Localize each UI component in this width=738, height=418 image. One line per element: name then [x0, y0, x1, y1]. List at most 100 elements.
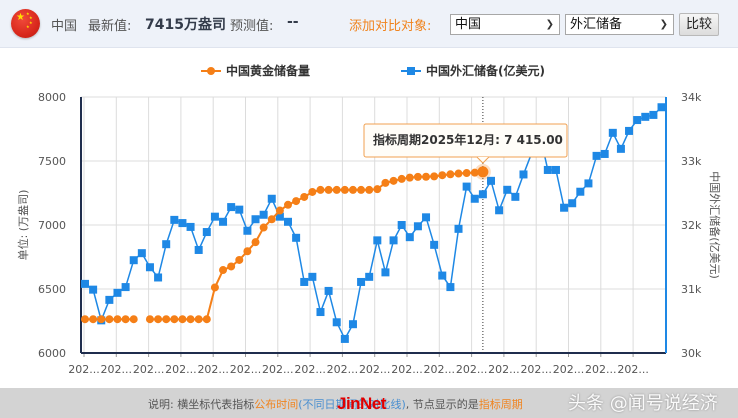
fx-data-point[interactable] — [308, 272, 317, 281]
gold-data-point[interactable] — [405, 173, 414, 182]
legend-item-fx[interactable]: 中国外汇储备(亿美元) — [401, 62, 545, 79]
fx-data-point[interactable] — [543, 165, 552, 174]
gold-data-point[interactable] — [373, 185, 382, 194]
fx-data-point[interactable] — [430, 240, 439, 249]
gold-data-point[interactable] — [332, 185, 341, 194]
gold-data-point[interactable] — [397, 174, 406, 183]
fx-data-point[interactable] — [137, 249, 146, 258]
fx-data-point[interactable] — [284, 217, 292, 226]
fx-data-point[interactable] — [202, 228, 211, 237]
fx-data-point[interactable] — [235, 205, 244, 214]
fx-data-point[interactable] — [170, 215, 179, 224]
gold-data-point[interactable] — [97, 315, 106, 324]
fx-data-point[interactable] — [389, 236, 398, 245]
gold-data-point[interactable] — [202, 315, 211, 324]
gold-data-point[interactable] — [178, 315, 187, 324]
gold-data-point[interactable] — [235, 255, 244, 264]
fx-data-point[interactable] — [478, 190, 487, 199]
gold-data-point[interactable] — [284, 200, 292, 209]
gold-data-point[interactable] — [243, 247, 252, 256]
gold-data-point[interactable] — [340, 185, 349, 194]
gold-data-point[interactable] — [477, 166, 489, 178]
fx-data-point[interactable] — [154, 273, 163, 282]
fx-data-point[interactable] — [251, 215, 260, 224]
fx-data-point[interactable] — [113, 288, 122, 297]
fx-data-point[interactable] — [576, 187, 585, 196]
fx-data-point[interactable] — [121, 283, 130, 292]
gold-data-point[interactable] — [267, 215, 276, 224]
gold-data-point[interactable] — [186, 315, 195, 324]
gold-data-point[interactable] — [162, 315, 171, 324]
fx-data-point[interactable] — [259, 210, 268, 219]
gold-data-point[interactable] — [462, 169, 471, 178]
fx-data-point[interactable] — [300, 277, 309, 286]
fx-data-point[interactable] — [381, 268, 390, 277]
gold-data-point[interactable] — [81, 315, 89, 324]
gold-data-point[interactable] — [365, 185, 374, 194]
fx-data-point[interactable] — [145, 263, 154, 272]
gold-data-point[interactable] — [194, 315, 203, 324]
fx-data-point[interactable] — [397, 221, 406, 229]
fx-data-point[interactable] — [519, 170, 528, 179]
fx-data-point[interactable] — [275, 212, 284, 221]
fx-data-point[interactable] — [316, 308, 325, 317]
gold-data-point[interactable] — [292, 197, 301, 206]
gold-data-point[interactable] — [308, 187, 317, 196]
dual-axis-line-chart[interactable]: 6000 6500 7000 7500 8000 30k 31k 32k 33k 34k 202..… — [0, 0, 738, 388]
fx-data-point[interactable] — [162, 240, 171, 249]
gold-data-point[interactable] — [446, 170, 455, 179]
fx-data-point[interactable] — [129, 256, 138, 265]
compare-country-select[interactable]: 中国 ❯ — [450, 14, 560, 35]
fx-data-point[interactable] — [600, 149, 609, 158]
gold-data-point[interactable] — [348, 185, 357, 194]
fx-data-point[interactable] — [470, 194, 479, 203]
fx-data-point[interactable] — [462, 182, 471, 191]
fx-data-point[interactable] — [568, 199, 577, 208]
gold-data-point[interactable] — [210, 283, 219, 292]
fx-data-point[interactable] — [332, 318, 341, 327]
gold-data-point[interactable] — [430, 172, 439, 181]
fx-data-point[interactable] — [551, 165, 560, 174]
fx-data-point[interactable] — [454, 224, 463, 233]
gold-data-point[interactable] — [105, 315, 114, 324]
gold-data-point[interactable] — [438, 171, 447, 180]
fx-data-point[interactable] — [227, 203, 236, 212]
gold-data-point[interactable] — [357, 185, 366, 194]
fx-data-point[interactable] — [324, 286, 333, 295]
fx-data-point[interactable] — [348, 320, 357, 329]
fx-data-point[interactable] — [487, 176, 495, 185]
fx-data-point[interactable] — [105, 295, 114, 304]
gold-data-point[interactable] — [381, 178, 390, 187]
fx-data-point[interactable] — [495, 206, 504, 215]
gold-data-point[interactable] — [219, 266, 228, 275]
gold-data-point[interactable] — [251, 238, 260, 247]
fx-data-point[interactable] — [649, 110, 658, 119]
gold-data-point[interactable] — [324, 185, 333, 194]
gold-data-point[interactable] — [170, 315, 179, 324]
fx-data-point[interactable] — [657, 103, 666, 112]
fx-data-point[interactable] — [373, 236, 382, 245]
fx-data-point[interactable] — [616, 144, 625, 153]
fx-data-point[interactable] — [243, 226, 252, 235]
gold-data-point[interactable] — [121, 315, 130, 324]
gold-data-point[interactable] — [259, 223, 268, 232]
gold-data-point[interactable] — [389, 176, 398, 185]
fx-data-point[interactable] — [186, 222, 195, 231]
gold-data-point[interactable] — [113, 315, 122, 324]
fx-data-point[interactable] — [219, 217, 228, 226]
fx-data-point[interactable] — [357, 277, 366, 286]
fx-data-point[interactable] — [405, 233, 414, 242]
fx-data-point[interactable] — [89, 285, 98, 294]
fx-data-point[interactable] — [633, 116, 642, 125]
legend-item-gold[interactable]: 中国黄金储备量 — [201, 62, 310, 79]
fx-data-point[interactable] — [503, 185, 512, 194]
gold-data-point[interactable] — [470, 168, 479, 177]
gold-data-point[interactable] — [422, 172, 431, 181]
gold-data-point[interactable] — [145, 315, 154, 324]
fx-data-point[interactable] — [438, 271, 447, 280]
compare-button[interactable]: 比较 — [679, 13, 719, 36]
fx-data-point[interactable] — [584, 179, 593, 188]
gold-data-point[interactable] — [454, 169, 463, 178]
fx-data-point[interactable] — [292, 233, 301, 242]
gold-data-point[interactable] — [413, 172, 422, 181]
